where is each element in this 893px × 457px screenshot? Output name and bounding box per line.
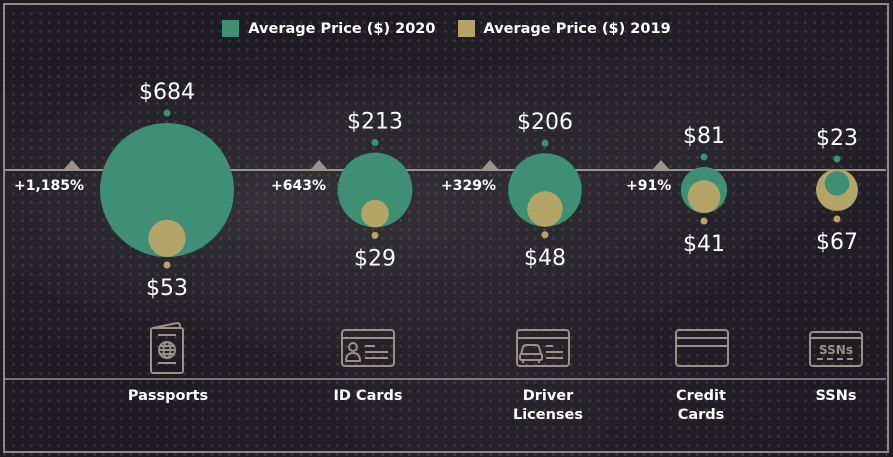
marker-dot-2019-ssns xyxy=(833,215,841,223)
legend-label-2020: Average Price ($) 2020 xyxy=(248,20,436,37)
bubble-2020-id-cards xyxy=(337,152,413,228)
change-triangle-passports xyxy=(64,160,80,169)
driver-license-icon xyxy=(516,329,570,367)
marker-dot-2020-id-cards xyxy=(371,139,379,147)
value-label-2020-ssns: $23 xyxy=(816,126,858,151)
ssn-icon-text: SSNs xyxy=(819,343,853,357)
change-triangle-id-cards xyxy=(311,160,327,169)
change-label-credit-cards: +91% xyxy=(626,178,671,194)
bubble-2019-passports xyxy=(148,219,186,257)
category-label-id-cards: ID Cards xyxy=(333,388,403,404)
chart-frame xyxy=(3,3,889,453)
bubble-2019-credit-cards xyxy=(687,180,721,214)
value-label-2020-driver-licenses: $206 xyxy=(517,110,573,135)
bubble-2020-passports xyxy=(100,123,234,257)
legend-item-2020: Average Price ($) 2020 xyxy=(222,20,436,37)
id-card-icon xyxy=(341,329,395,367)
value-label-2020-id-cards: $213 xyxy=(347,110,403,135)
value-label-2019-ssns: $67 xyxy=(816,230,858,255)
marker-dot-2020-driver-licenses xyxy=(541,139,549,147)
value-label-2020-credit-cards: $81 xyxy=(683,124,725,149)
change-triangle-driver-licenses xyxy=(482,160,498,169)
legend-swatch-2019 xyxy=(457,20,475,37)
marker-dot-2020-ssns xyxy=(833,155,841,163)
marker-dot-2019-credit-cards xyxy=(700,217,708,225)
marker-dot-2020-passports xyxy=(163,109,171,117)
marker-dot-2019-id-cards xyxy=(371,231,379,239)
legend-item-2019: Average Price ($) 2019 xyxy=(457,20,671,37)
value-label-2019-driver-licenses: $48 xyxy=(524,246,566,271)
marker-dot-2019-driver-licenses xyxy=(541,231,549,239)
category-label-passports: Passports xyxy=(127,388,209,404)
change-label-id-cards: +643% xyxy=(271,178,326,194)
passport-icon xyxy=(150,321,184,374)
bubble-2020-ssns xyxy=(824,171,850,196)
legend-label-2019: Average Price ($) 2019 xyxy=(483,20,671,37)
credit-card-icon xyxy=(675,329,729,367)
legend-swatch-2020 xyxy=(222,20,240,37)
value-label-2019-id-cards: $29 xyxy=(354,246,396,271)
bubble-2019-id-cards xyxy=(361,199,389,228)
category-label-driver-licenses: Driver Licenses xyxy=(512,388,584,423)
change-triangle-credit-cards xyxy=(653,160,669,169)
marker-dot-2020-credit-cards xyxy=(700,153,708,161)
bubble-2020-driver-licenses xyxy=(508,153,582,227)
marker-dot-2019-passports xyxy=(163,261,171,269)
value-label-2019-passports: $53 xyxy=(146,276,188,301)
category-label-ssns: SSNs xyxy=(815,388,857,404)
change-label-passports: +1,185% xyxy=(14,178,84,194)
category-label-credit-cards: Credit Cards xyxy=(676,388,726,423)
ssn-card-icon: SSNs xyxy=(809,331,863,367)
bubble-2019-driver-licenses xyxy=(527,191,563,227)
legend: Average Price ($) 2020 Average Price ($)… xyxy=(0,20,893,37)
change-label-driver-licenses: +329% xyxy=(441,178,496,194)
value-label-2020-passports: $684 xyxy=(139,80,195,105)
value-label-2019-credit-cards: $41 xyxy=(683,232,725,257)
